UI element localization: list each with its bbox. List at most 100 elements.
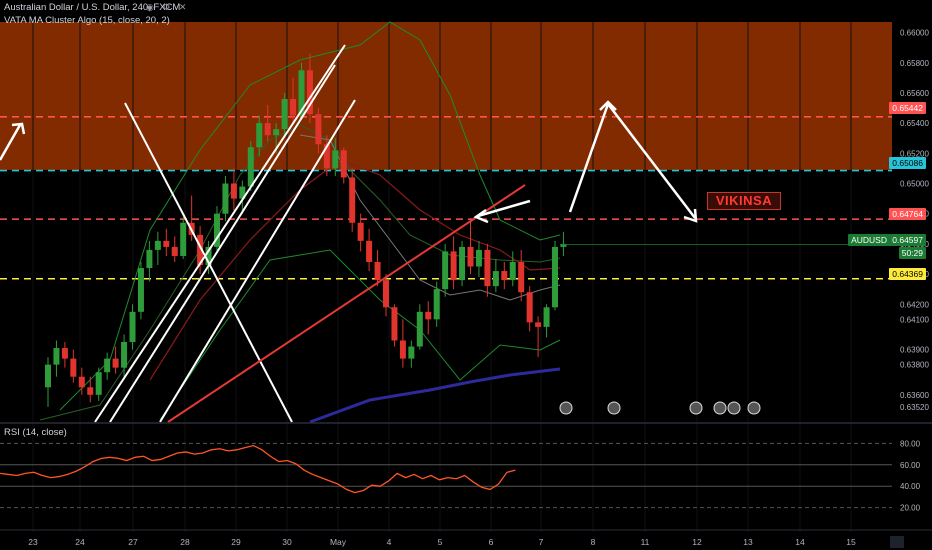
candle xyxy=(543,304,550,338)
candle xyxy=(450,236,457,290)
candle xyxy=(323,135,330,176)
event-marker xyxy=(727,401,741,415)
projection-arrow-head xyxy=(683,208,698,223)
date-tick: 30 xyxy=(282,537,292,547)
price-tag-yellow: 0.64369 xyxy=(889,268,926,280)
price-tick: 0.65600 xyxy=(900,89,929,98)
date-tick: 4 xyxy=(387,537,392,547)
trend-line-white-3 xyxy=(159,99,356,423)
candle xyxy=(264,105,271,142)
price-tick: 0.65800 xyxy=(900,59,929,68)
candle xyxy=(518,249,525,302)
candle xyxy=(61,342,68,368)
candle xyxy=(366,228,373,272)
candle xyxy=(222,175,229,222)
candle xyxy=(340,147,347,184)
arrow-left-edge xyxy=(0,124,22,161)
candle xyxy=(501,262,508,290)
lower-band xyxy=(159,249,561,421)
price-tag-top: 0.65442 xyxy=(889,102,926,114)
candle xyxy=(87,376,94,403)
date-tick: 28 xyxy=(180,537,190,547)
trend-line-white-1 xyxy=(94,44,346,423)
arrow-pointer xyxy=(477,199,531,218)
date-tick: 27 xyxy=(128,537,138,547)
event-marker xyxy=(689,401,703,415)
candle xyxy=(349,168,356,232)
trend-line-white-2 xyxy=(109,64,336,423)
date-tick: 15 xyxy=(846,537,856,547)
candle xyxy=(552,240,558,311)
candle xyxy=(239,180,246,214)
candle xyxy=(171,236,178,262)
candle xyxy=(70,349,77,383)
candle xyxy=(104,352,111,380)
countdown-tag: 50:29 xyxy=(898,247,926,259)
vikinsa-label: VIKINSA xyxy=(707,192,781,210)
chart-title: Australian Dollar / U.S. Dollar, 240, FX… xyxy=(4,2,181,13)
date-tick: 8 xyxy=(591,537,596,547)
candle xyxy=(315,108,322,154)
indicator-label: VATA MA Cluster Algo (15, close, 20, 2) xyxy=(4,15,170,26)
arrow-left-edge-head xyxy=(11,122,26,135)
arrow-pointer-head xyxy=(473,208,489,224)
candle xyxy=(197,225,204,275)
resistance-zone xyxy=(0,22,892,170)
candle xyxy=(95,367,102,401)
candle xyxy=(374,249,381,287)
date-tick: 24 xyxy=(75,537,85,547)
price-tick: 0.65400 xyxy=(900,119,929,128)
candle xyxy=(332,138,339,176)
candle xyxy=(281,92,288,136)
rsi-line xyxy=(0,444,516,494)
candle xyxy=(214,206,220,252)
candle xyxy=(163,228,170,256)
rsi-tick: 80.00 xyxy=(900,439,921,448)
header-eye-icon[interactable]: ◉ ⚙ ✕ xyxy=(146,2,190,12)
date-tick: 6 xyxy=(489,537,494,547)
event-marker xyxy=(713,401,727,415)
date-tick: 23 xyxy=(28,537,38,547)
candle xyxy=(146,240,153,282)
current-price-tag: 0.64597 xyxy=(889,234,926,246)
candle xyxy=(433,281,440,327)
candle xyxy=(230,168,237,211)
blue-ma xyxy=(309,367,561,424)
candle xyxy=(290,77,297,124)
candle xyxy=(53,340,60,377)
candle xyxy=(256,115,263,157)
event-marker xyxy=(747,401,761,415)
upper-band xyxy=(59,21,561,411)
date-tick: 29 xyxy=(231,537,241,547)
date-tick: 14 xyxy=(795,537,805,547)
candle xyxy=(78,367,85,395)
symbol-tag: AUDUSD xyxy=(848,234,890,246)
candle xyxy=(399,319,406,368)
candle xyxy=(416,304,423,350)
candle xyxy=(535,316,542,358)
candle xyxy=(467,219,474,275)
settings-icon xyxy=(890,536,904,548)
rsi-tick: 60.00 xyxy=(900,461,921,470)
dark-red-ma xyxy=(149,159,561,381)
price-tick: 0.64200 xyxy=(900,300,929,309)
candle xyxy=(408,340,415,368)
candle xyxy=(180,216,187,259)
candle xyxy=(492,258,499,293)
date-tick: 13 xyxy=(743,537,753,547)
price-tick: 0.64100 xyxy=(900,315,929,324)
trend-line-red xyxy=(167,184,526,423)
event-marker xyxy=(607,401,621,415)
candle xyxy=(459,240,466,287)
candle xyxy=(154,231,161,266)
candle xyxy=(137,262,144,320)
candle xyxy=(129,304,136,350)
candle xyxy=(247,141,254,192)
candle xyxy=(442,243,449,297)
date-tick: 7 xyxy=(539,537,544,547)
date-tick: 5 xyxy=(438,537,443,547)
rsi-tick: 20.00 xyxy=(900,504,921,513)
candle xyxy=(526,286,533,332)
price-tag-cyan: 0.65086 xyxy=(889,157,926,169)
